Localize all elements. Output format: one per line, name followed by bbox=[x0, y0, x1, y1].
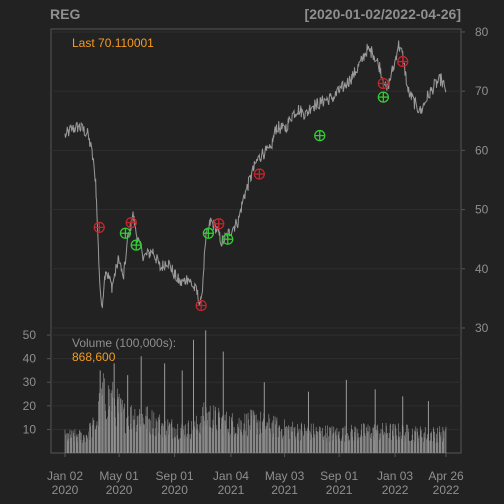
price-tick-label: 60 bbox=[475, 143, 489, 157]
volume-tick-label: 50 bbox=[23, 328, 37, 342]
volume-tick-label: 10 bbox=[23, 422, 37, 436]
buy-marker bbox=[222, 233, 234, 245]
grid-lines bbox=[51, 31, 461, 430]
price-tick-label: 80 bbox=[475, 25, 489, 39]
last-price-label: Last 70.110001 bbox=[72, 36, 154, 50]
date-range-label: [2020-01-02/2022-04-26] bbox=[305, 6, 461, 22]
volume-axis: 10 20 30 40 50 bbox=[23, 328, 51, 436]
volume-bars bbox=[64, 330, 447, 453]
sell-marker bbox=[377, 77, 389, 90]
x-tick-label: Jan 04 bbox=[213, 469, 249, 483]
price-tick-label: 70 bbox=[475, 84, 489, 98]
buy-marker bbox=[202, 227, 215, 239]
sell-marker bbox=[195, 299, 207, 312]
x-tick-year-label: 2021 bbox=[271, 483, 298, 497]
x-tick-year-label: 2020 bbox=[161, 483, 188, 497]
trade-markers bbox=[93, 55, 409, 312]
volume-last-value: 868,600 bbox=[72, 350, 116, 364]
buy-marker bbox=[314, 129, 326, 142]
chart-title: REG bbox=[50, 6, 80, 22]
x-tick-year-label: 2022 bbox=[382, 483, 409, 497]
volume-tick-label: 20 bbox=[23, 399, 37, 413]
x-tick-label: Jan 02 bbox=[47, 469, 83, 483]
x-tick-year-label: 2020 bbox=[52, 483, 79, 497]
x-tick-year-label: 2020 bbox=[106, 483, 133, 497]
x-tick-label: Sep 01 bbox=[156, 469, 194, 483]
x-tick-year-label: 2021 bbox=[326, 483, 353, 497]
volume-tick-label: 30 bbox=[23, 375, 37, 389]
x-tick-label: Jan 03 bbox=[377, 469, 413, 483]
price-tick-label: 40 bbox=[475, 262, 489, 276]
x-tick-label: Apr 26 bbox=[428, 469, 464, 483]
buy-marker bbox=[377, 91, 389, 103]
sell-marker bbox=[397, 55, 409, 68]
x-tick-year-label: 2021 bbox=[218, 483, 245, 497]
volume-tick-label: 40 bbox=[23, 352, 37, 366]
x-tick-year-label: 2022 bbox=[433, 483, 460, 497]
x-tick-label: May 03 bbox=[265, 469, 305, 483]
volume-label: Volume (100,000s): bbox=[72, 336, 176, 350]
price-axis: 30 40 50 60 70 80 bbox=[461, 25, 489, 335]
x-tick-label: May 01 bbox=[99, 469, 139, 483]
x-tick-label: Sep 01 bbox=[320, 469, 358, 483]
price-tick-label: 50 bbox=[475, 203, 489, 217]
sell-marker bbox=[253, 168, 265, 180]
sell-marker bbox=[125, 216, 137, 229]
buy-marker bbox=[119, 227, 132, 239]
sell-marker bbox=[93, 221, 105, 233]
sell-marker bbox=[213, 218, 225, 230]
buy-marker bbox=[130, 239, 142, 251]
price-tick-label: 30 bbox=[475, 321, 489, 335]
